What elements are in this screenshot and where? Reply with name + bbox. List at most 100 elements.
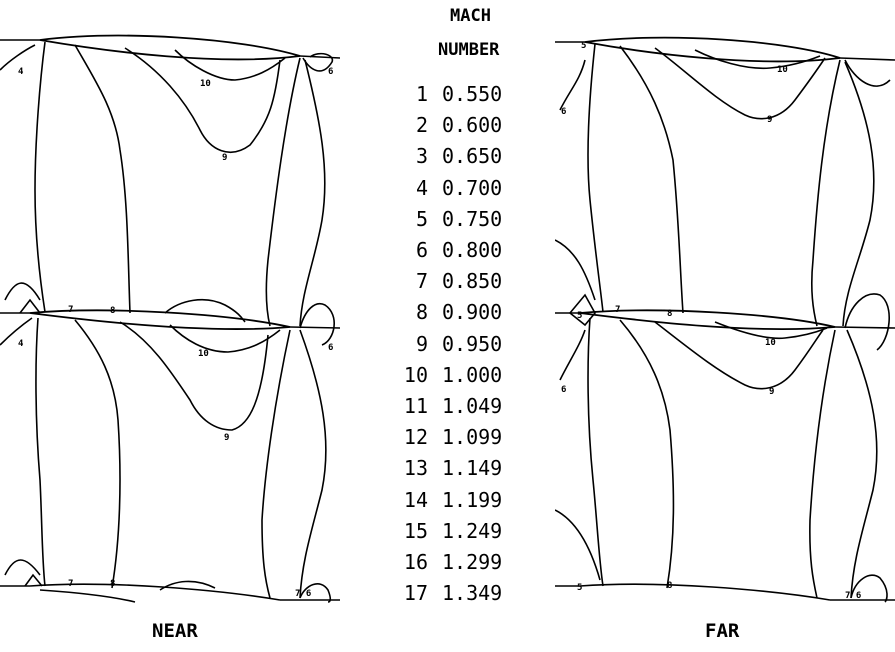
legend-index: 17 — [403, 581, 428, 606]
far-contour-lc-lower — [619, 319, 675, 589]
legend-value: 0.700 — [442, 175, 503, 200]
far-contour-ledge-lower — [559, 329, 586, 381]
mach-number-legend: MACH NUMBER 1 0.550 2 0.600 3 0.650 4 0.700 5 0.7… — [388, 0, 528, 620]
far-contour-mid-upper — [654, 47, 826, 120]
near-contour-left-upper — [34, 41, 46, 313]
near-contour-10-lower — [169, 324, 281, 353]
far-label-5-bot: 5 — [577, 583, 582, 593]
legend-value: 1.049 — [442, 394, 503, 418]
far-label-6-top: 6 — [561, 107, 566, 117]
near-contour-mid-upper — [124, 47, 281, 154]
legend-value: 0.900 — [442, 300, 503, 325]
legend-value: 0.600 — [442, 113, 503, 138]
far-label-9-mid: 9 — [769, 387, 774, 397]
legend-index: 15 — [403, 518, 428, 543]
far-contour-lc-upper — [619, 45, 684, 314]
far-label-8-bot: 8 — [667, 581, 672, 591]
legend-row: 5 0.750 — [388, 207, 528, 235]
far-contour-right-lower — [809, 329, 836, 599]
legend-row: 3 0.650 — [388, 144, 528, 172]
near-label-8-mid: 8 — [110, 306, 115, 316]
far-blade-top-edge — [555, 41, 895, 61]
near-contour-bump-mid — [164, 298, 246, 323]
near-label: NEAR — [152, 620, 198, 642]
legend-value: 0.950 — [442, 331, 503, 356]
near-label-7-mid: 7 — [68, 305, 73, 315]
near-contour-svg: 10 9 6 4 7 8 6 10 9 4 8 7 7 6 — [0, 34, 340, 603]
legend-value: 1.249 — [442, 518, 503, 543]
near-contour-rbump-mid — [299, 303, 335, 346]
far-contour-ledge2-lower — [555, 509, 601, 581]
legend-value: 1.000 — [442, 362, 503, 387]
legend-title-line2: NUMBER — [438, 40, 500, 60]
legend-value: 1.149 — [442, 456, 503, 481]
legend-index: 14 — [403, 487, 428, 512]
far-label-10-mid: 10 — [765, 338, 776, 348]
far-label-6-mid: 6 — [561, 385, 566, 395]
near-blade-bot-tail — [39, 589, 136, 603]
legend-row: 15 1.249 — [388, 519, 528, 547]
legend-row: 8 0.900 — [388, 300, 528, 328]
near-contour-ledge2-upper — [4, 282, 41, 301]
legend-index: 1 — [415, 82, 428, 106]
near-contour-lc-upper — [74, 44, 131, 314]
near-label-4-mid: 4 — [18, 339, 24, 349]
far-contour-10-upper — [694, 49, 821, 70]
legend-row: 1 0.550 — [388, 82, 528, 110]
legend-row: 10 1.000 — [388, 363, 528, 391]
near-label-10-top: 10 — [200, 79, 211, 89]
near-contour-rbump-lower — [299, 583, 332, 603]
near-contour-plot: 10 9 6 4 7 8 6 10 9 4 8 7 7 6 — [0, 0, 340, 610]
far-contour-mid-lower — [654, 321, 824, 390]
near-contour-right-upper — [265, 57, 301, 327]
near-label-4-top: 4 — [18, 67, 24, 77]
near-contour-10-upper — [174, 49, 286, 81]
legend-index: 2 — [415, 113, 428, 138]
near-label-7-bot: 7 — [68, 579, 73, 589]
near-label-9-top: 9 — [222, 153, 227, 163]
legend-value: 0.650 — [442, 144, 503, 169]
near-blade-top-edge — [0, 39, 340, 59]
near-contour-ledge-lower — [0, 317, 33, 346]
legend-index: 3 — [415, 144, 428, 169]
legend-row: 11 1.049 — [388, 394, 528, 422]
near-contour-ledge2-lower — [4, 559, 41, 576]
far-label-5-top: 5 — [581, 41, 586, 51]
near-contour-lbump-mid — [19, 298, 41, 314]
near-contour-bump-lower — [159, 580, 216, 591]
far-label-5-mid: 5 — [577, 311, 582, 321]
legend-value: 0.850 — [442, 269, 503, 294]
near-contour-trail-upper — [302, 52, 334, 72]
far-contour-ledge-upper — [559, 59, 586, 111]
far-contour-right-upper — [811, 59, 841, 327]
far-contour-svg: 10 9 5 6 5 8 7 10 9 6 8 5 7 6 — [555, 36, 895, 603]
far-contour-trail-upper — [844, 59, 891, 87]
far-contour-farright-lower — [846, 329, 878, 599]
legend-value: 1.099 — [442, 425, 503, 450]
far-contour-rbump-mid — [844, 293, 891, 351]
far-contour-left-upper — [587, 43, 604, 313]
far-contour-lbump-mid — [568, 293, 596, 327]
near-label-8-bot: 8 — [110, 579, 115, 589]
legend-index: 8 — [415, 300, 428, 325]
near-contour-farright-lower — [299, 329, 327, 599]
near-label-6-top: 6 — [328, 67, 333, 77]
near-contour-mid-lower — [119, 321, 269, 431]
legend-index: 6 — [415, 238, 428, 262]
legend-index: 16 — [403, 550, 428, 574]
legend-index: 9 — [415, 331, 428, 356]
legend-row: 7 0.850 — [388, 269, 528, 297]
near-label-76-bot: 7 6 — [295, 589, 311, 599]
near-contour-lbump-lower — [24, 573, 43, 587]
legend-value: 0.800 — [442, 238, 503, 262]
legend-row: 12 1.099 — [388, 425, 528, 453]
far-label-10-top: 10 — [777, 65, 788, 75]
far-contour-plot: 10 9 5 6 5 8 7 10 9 6 8 5 7 6 — [555, 0, 895, 610]
far-contour-10-lower — [714, 321, 828, 340]
near-blade-mid-edge — [0, 312, 340, 329]
legend-row: 17 1.349 — [388, 581, 528, 609]
near-contour-left-lower — [35, 317, 46, 587]
legend-value: 0.550 — [442, 82, 503, 106]
legend-row: 6 0.800 — [388, 238, 528, 266]
far-contour-rbump-lower — [850, 574, 888, 603]
